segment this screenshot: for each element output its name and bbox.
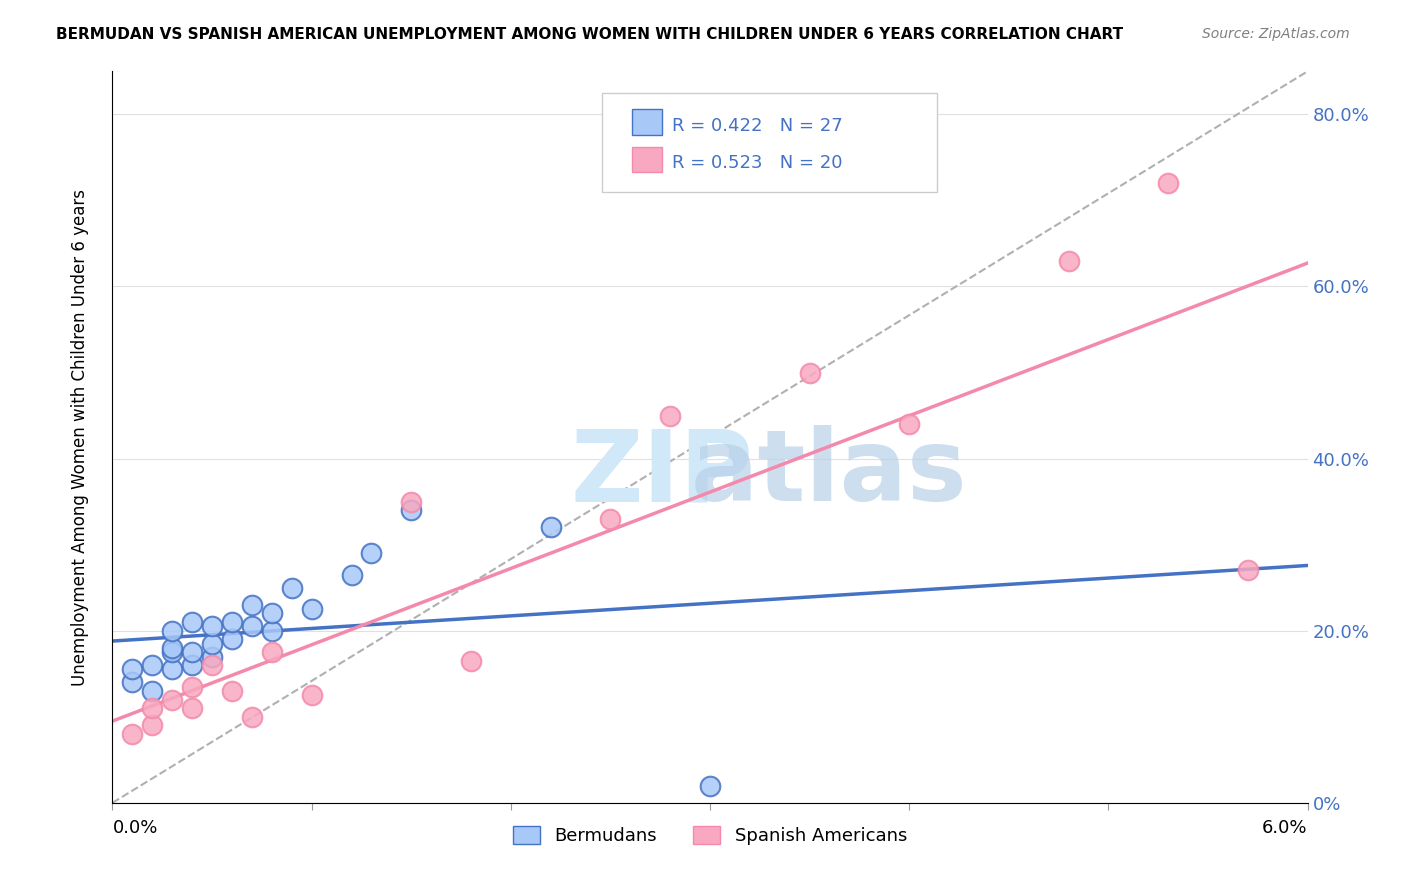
Text: Source: ZipAtlas.com: Source: ZipAtlas.com (1202, 27, 1350, 41)
Text: atlas: atlas (692, 425, 967, 522)
Point (221, 684, 243, 698)
Point (540, 520, 562, 534)
Point (898, 417, 921, 432)
Point (240, 598, 263, 612)
Point (281, 581, 304, 595)
Point (301, 602, 323, 616)
Point (260, 607, 283, 621)
Point (401, 503, 423, 517)
Legend: Bermudans, Spanish Americans: Bermudans, Spanish Americans (506, 819, 914, 852)
Point (181, 680, 204, 694)
Point (1157, 176, 1180, 190)
Point (181, 658, 204, 673)
Point (181, 701, 204, 715)
Point (599, 512, 621, 526)
Text: ZIP: ZIP (571, 425, 754, 522)
Point (121, 675, 143, 690)
Point (240, 619, 263, 633)
Point (162, 640, 183, 655)
Point (360, 546, 382, 560)
Point (141, 658, 163, 673)
Point (699, 779, 721, 793)
Point (162, 645, 183, 659)
Point (460, 654, 482, 668)
Point (121, 727, 143, 741)
Bar (633, 146, 662, 172)
Point (201, 637, 224, 651)
Point (221, 615, 243, 629)
Point (401, 494, 423, 508)
Point (201, 619, 224, 633)
FancyBboxPatch shape (603, 94, 938, 192)
Point (240, 710, 263, 724)
Point (141, 701, 163, 715)
Text: R = 0.523   N = 20: R = 0.523 N = 20 (672, 153, 842, 172)
Point (340, 567, 363, 582)
Point (301, 688, 323, 702)
Point (181, 645, 204, 659)
Point (141, 684, 163, 698)
Text: BERMUDAN VS SPANISH AMERICAN UNEMPLOYMENT AMONG WOMEN WITH CHILDREN UNDER 6 YEAR: BERMUDAN VS SPANISH AMERICAN UNEMPLOYMEN… (56, 27, 1123, 42)
Text: 6.0%: 6.0% (1263, 820, 1308, 838)
Point (162, 662, 183, 676)
Point (659, 409, 682, 423)
Text: R = 0.422   N = 27: R = 0.422 N = 27 (672, 117, 842, 136)
Point (162, 624, 183, 638)
Point (121, 662, 143, 676)
Y-axis label: Unemployment Among Women with Children Under 6 years: Unemployment Among Women with Children U… (70, 188, 89, 686)
Point (1057, 253, 1080, 268)
Point (201, 658, 224, 673)
Point (181, 615, 204, 629)
Point (260, 624, 283, 638)
Text: 0.0%: 0.0% (112, 820, 157, 838)
Point (221, 632, 243, 647)
Point (799, 366, 821, 380)
Point (201, 649, 224, 664)
Point (260, 645, 283, 659)
Bar (633, 110, 662, 135)
Point (141, 718, 163, 732)
Point (162, 692, 183, 706)
Point (1237, 564, 1260, 578)
